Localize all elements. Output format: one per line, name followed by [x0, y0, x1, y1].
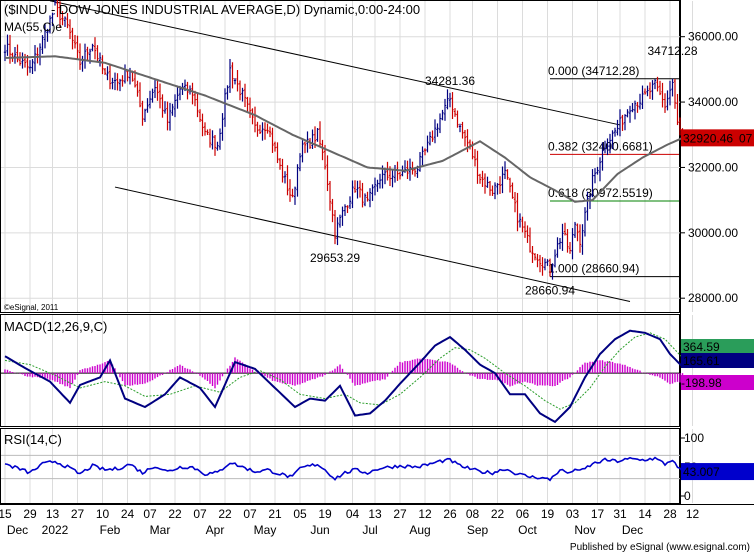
price-y-tick-label: 36000.00	[688, 30, 738, 44]
x-axis-month-label: Jul	[362, 523, 377, 537]
trend-channel	[49, 0, 631, 302]
x-axis-day-label: 22	[218, 507, 232, 521]
x-axis-day-label: 04	[346, 507, 360, 521]
price-y-tick-label: 32000.00	[688, 160, 738, 174]
x-axis-day-label: 28	[663, 507, 677, 521]
price-y-axis: 36000.00 34000.00 32000.00 30000.00 28000.00	[680, 30, 738, 305]
x-axis-day-label: 10	[96, 507, 110, 521]
x-axis-day-label: 07	[243, 507, 257, 521]
x-axis-month-label: May	[254, 523, 277, 537]
x-axis-day-label: 22	[168, 507, 182, 521]
x-axis-month-label: Nov	[574, 523, 595, 537]
swing-point-label: 36952.65	[69, 0, 119, 1]
x-axis-day-label: 05	[293, 507, 307, 521]
rsi-guide-lines	[1, 454, 680, 480]
rsi-last-value: 43.007	[683, 465, 720, 479]
x-axis-day-label: 19	[541, 507, 555, 521]
x-axis-day-label: 29	[23, 507, 37, 521]
fib-level-label: 0.382 (32400.6681)	[548, 139, 653, 153]
x-axis-month-label: Oct	[518, 523, 537, 537]
macd-line	[4, 329, 684, 424]
macd-signal-line	[4, 332, 683, 410]
x-axis-day-label: 12	[686, 507, 700, 521]
rsi-tag-box	[681, 463, 754, 481]
ma-55-line	[5, 55, 683, 203]
price-y-tick-label: 30000.00	[688, 226, 738, 240]
x-axis-month-label: Jun	[310, 523, 329, 537]
x-axis-month-label: 2022	[42, 523, 69, 537]
rsi-panel-frame	[0, 428, 680, 504]
last-price-tag: 32920.46 07	[681, 129, 754, 147]
macd-panel-frame	[0, 314, 680, 427]
x-axis-day-label: 21	[268, 507, 282, 521]
last-price-tag-box	[681, 129, 754, 147]
macd-line-tag-box	[681, 353, 754, 368]
rsi-y-tick-label: 100	[684, 431, 704, 445]
x-axis-month-label: Aug	[409, 523, 430, 537]
x-axis-day-label: 12	[418, 507, 432, 521]
swing-point-labels: 36952.65 29653.29 34281.36 28660.94 34712.28	[69, 0, 698, 298]
x-axis-day-label: 15	[0, 507, 12, 521]
x-axis-month-label: Dec	[622, 523, 643, 537]
macd-hist-tag: -198.98	[681, 376, 722, 390]
x-axis-day-label: 19	[318, 507, 332, 521]
x-axis-month-label: Apr	[206, 523, 225, 537]
x-axis-day-label: 26	[443, 507, 457, 521]
x-axis-month-label: Sep	[467, 523, 489, 537]
x-axis-day-label: 07	[193, 507, 207, 521]
price-y-tick-label: 34000.00	[688, 95, 738, 109]
x-axis-day-label: 27	[393, 507, 407, 521]
rsi-line	[4, 456, 684, 482]
x-axis-day-label: 13	[368, 507, 382, 521]
last-price-value: 32920.46	[683, 131, 733, 145]
rsi-title: RSI(14,C)	[4, 432, 62, 447]
panel-frames	[0, 0, 754, 505]
swing-point-label: 34281.36	[425, 74, 475, 88]
fib-level-label: 1.000 (28660.94)	[548, 262, 639, 276]
price-y-tick-label: 28000.00	[688, 291, 738, 305]
x-axis-month-label: Feb	[100, 523, 121, 537]
ma-label: MA(55,C)e	[4, 20, 62, 34]
swing-point-label: 28660.94	[525, 284, 575, 298]
channel-lower-line	[114, 186, 631, 302]
rsi-y-tick-label: 0	[684, 489, 691, 503]
macd-title: MACD(12,26,9,C)	[4, 319, 107, 334]
macd-signal-tag: 364.59	[683, 340, 720, 354]
chart-title: ($INDU - DOW JONES INDUSTRIAL AVERAGE,D)…	[4, 2, 420, 17]
macd-signal-tag-box	[681, 339, 754, 354]
x-axis-day-label: 17	[591, 507, 605, 521]
last-price-suffix: 07	[739, 131, 753, 145]
x-axis-day-label: 31	[613, 507, 627, 521]
x-axis-month-label: Mar	[150, 523, 171, 537]
x-axis-day-label: 14	[638, 507, 652, 521]
channel-upper-line	[49, 0, 621, 126]
swing-point-label: 34712.28	[647, 44, 697, 58]
macd-hist-tag-box	[681, 375, 754, 390]
x-axis-day-label: 08	[466, 507, 480, 521]
fib-level-label: 0.000 (34712.28)	[548, 64, 639, 78]
x-axis-day-label: 22	[491, 507, 505, 521]
macd-value-tags: 364.59 165.61 -198.98	[681, 339, 754, 390]
x-axis-day-label: 13	[46, 507, 60, 521]
macd-histogram	[4, 357, 684, 389]
macd-line-tag: 165.61	[683, 354, 720, 368]
x-axis-day-label: 06	[516, 507, 530, 521]
date-axis: 15 29 13 27 10 24 07 22 07 22 07 21 05 19 04 13 27 12 26 08…	[0, 507, 699, 537]
x-axis-day-label: 24	[121, 507, 135, 521]
price-panel-frame	[0, 0, 680, 313]
x-axis-day-label: 07	[143, 507, 157, 521]
esignal-watermark: ©eSignal, 2011	[4, 303, 59, 312]
x-axis-month-label: Dec	[7, 523, 28, 537]
x-axis-day-label: 03	[566, 507, 580, 521]
publisher-credit: Published by eSignal (www.esignal.com)	[570, 542, 750, 553]
swing-point-label: 29653.29	[310, 251, 360, 265]
x-axis-day-label: 27	[71, 507, 85, 521]
